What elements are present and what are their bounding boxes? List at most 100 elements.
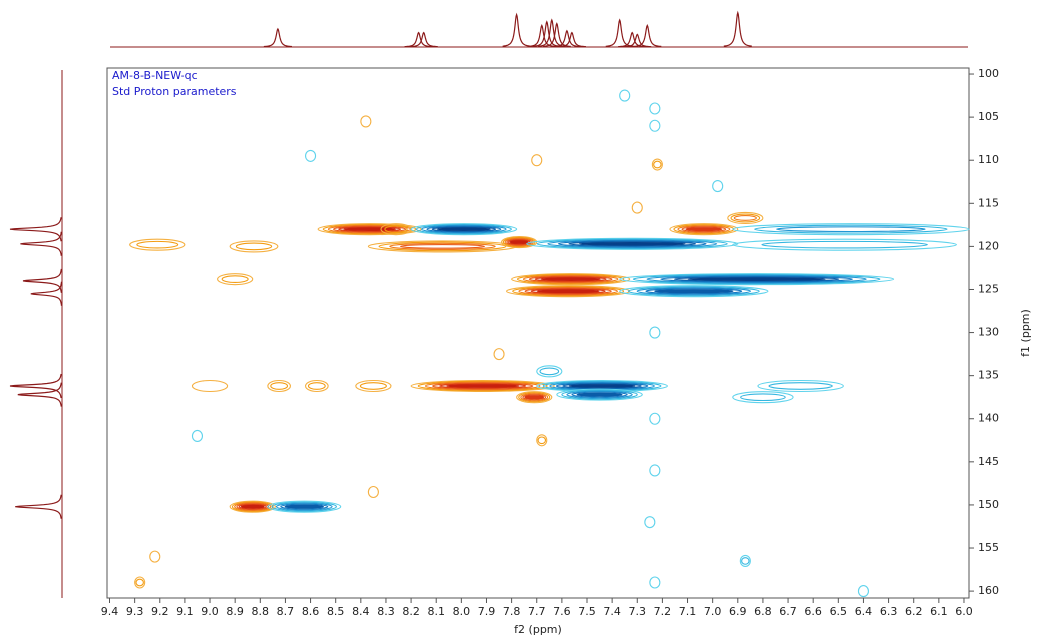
contour-level [509, 240, 529, 244]
x-tick-label: 8.2 [402, 605, 420, 618]
contour-level [343, 227, 396, 231]
contour-level [384, 225, 408, 234]
contour-level [275, 502, 333, 511]
contour-level [338, 226, 402, 232]
contour-level [619, 285, 769, 298]
contour-level [236, 503, 270, 511]
contour-level [619, 273, 895, 286]
contour-level [520, 393, 549, 402]
contour-level [578, 241, 686, 246]
f1-projection-peak [22, 268, 62, 293]
f2-projection-peak [527, 23, 556, 48]
x-tick-label: 8.8 [252, 605, 270, 618]
contour-level [446, 384, 520, 388]
contour-level [271, 501, 337, 512]
contour-level [191, 429, 204, 443]
contour-level [681, 226, 727, 233]
contour-level [284, 504, 325, 509]
contour-level [522, 394, 547, 401]
x-tick-label: 8.4 [352, 605, 370, 618]
y-tick-label: 145 [978, 455, 999, 468]
contour-level [631, 201, 643, 214]
contour-level [436, 227, 491, 231]
contour-level [857, 585, 869, 598]
x-tick-label: 8.1 [427, 605, 445, 618]
y-axis-label: f1 (ppm) [1019, 309, 1032, 357]
x-tick-label: 9.1 [176, 605, 194, 618]
contour-level [536, 289, 600, 294]
x-tick-label: 6.1 [930, 605, 948, 618]
contour-level [649, 119, 661, 132]
contour-level [267, 379, 291, 393]
x-tick-label: 6.6 [804, 605, 822, 618]
contour-level [539, 367, 560, 376]
contour-level [501, 236, 538, 249]
contour-level [506, 285, 631, 298]
contour-level [439, 383, 527, 389]
contour-level [632, 273, 881, 285]
f1-projection-peak [9, 217, 62, 242]
contour-level [537, 436, 547, 445]
contour-level [687, 277, 826, 281]
x-tick-label: 9.0 [201, 605, 219, 618]
contour-level [644, 516, 656, 529]
f2-projection-peak [404, 31, 433, 48]
contour-level [712, 180, 724, 193]
contour-level [518, 286, 618, 296]
contour-level [516, 391, 553, 404]
contour-level [536, 238, 728, 250]
f2-projection-peak [552, 29, 581, 48]
x-tick-label: 6.5 [830, 605, 848, 618]
contour-level [685, 227, 723, 232]
contour-level [231, 501, 274, 512]
x-tick-label: 6.2 [905, 605, 923, 618]
contour-level [221, 275, 249, 283]
contour-level [534, 276, 607, 282]
contour-level [360, 115, 372, 128]
x-axis-label: f2 (ppm) [514, 623, 562, 636]
f1-projection-peak [9, 373, 62, 399]
contour-level [240, 504, 265, 509]
contour-level [732, 223, 970, 236]
contour-level [511, 273, 631, 286]
y-tick-label: 150 [978, 498, 999, 511]
contour-level [741, 557, 750, 565]
x-tick-label: 6.9 [729, 605, 747, 618]
x-tick-label: 7.5 [578, 605, 596, 618]
contour-level [566, 390, 633, 399]
contour-level [627, 286, 760, 297]
contour-level [557, 240, 707, 248]
contour-level [733, 215, 757, 221]
contour-level [367, 485, 379, 499]
contour-level [432, 382, 534, 390]
contour-level [502, 236, 536, 248]
x-tick-label: 7.0 [704, 605, 722, 618]
x-tick-label: 7.3 [629, 605, 647, 618]
contour-level [238, 503, 267, 510]
contour-level [135, 578, 144, 587]
contour-level [673, 276, 840, 282]
contour-level [229, 240, 279, 253]
x-tick-label: 6.7 [779, 605, 797, 618]
f2-projection-peak [723, 10, 752, 47]
contour-level [649, 576, 661, 589]
contour-level [540, 277, 601, 281]
contour-level [235, 242, 273, 251]
contour-level [530, 288, 606, 294]
contour-level [528, 275, 613, 283]
y-tick-label: 100 [978, 67, 999, 80]
contour-level [547, 239, 718, 249]
contour-level [136, 240, 179, 249]
contour-level [645, 288, 743, 295]
contour-level [636, 287, 751, 296]
contour-level [646, 274, 867, 284]
contour-level [421, 224, 507, 234]
x-tick-label: 6.3 [880, 605, 898, 618]
y-tick-label: 105 [978, 110, 999, 123]
contour-level [524, 395, 545, 400]
contour-level [270, 382, 289, 390]
contour-level [576, 392, 623, 397]
contour-level [730, 213, 761, 223]
contour-level [653, 160, 662, 169]
